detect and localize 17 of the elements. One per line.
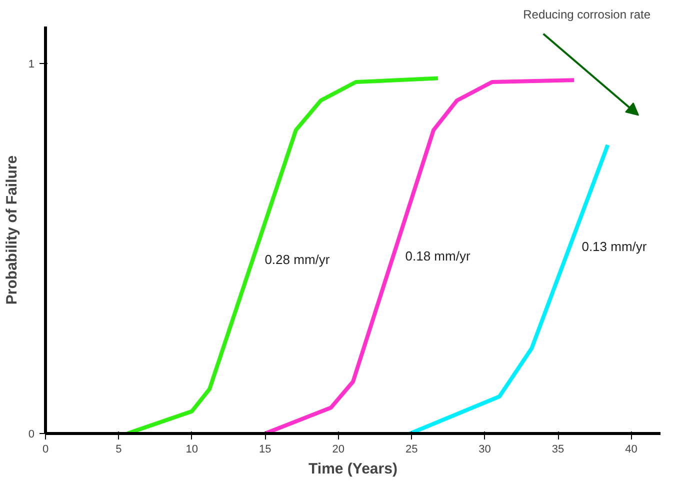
y-axis-title: Probability of Failure	[3, 155, 20, 305]
line-series	[263, 78, 576, 434]
x-tick-label: 0	[42, 444, 49, 456]
x-tick-label: 25	[405, 444, 418, 456]
x-tick-label: 35	[552, 444, 564, 456]
text: Reducing corrosion rate	[523, 8, 651, 22]
x-tick-label: 40	[625, 444, 638, 456]
x-tick-label: 20	[332, 444, 344, 456]
x-tick-label: 30	[478, 444, 491, 456]
series-label: 0.28 mm/yr	[264, 252, 330, 268]
series-label: 0.18 mm/yr	[405, 248, 471, 264]
x-tick-label: 5	[116, 444, 122, 456]
x-tick-label: 15	[259, 444, 272, 456]
series-label: 0.13 mm/yr	[582, 239, 648, 254]
x-axis-title: Time (Years)	[308, 460, 398, 478]
y-tick-label: 1	[28, 58, 35, 70]
x-tick-label: 10	[186, 444, 198, 456]
